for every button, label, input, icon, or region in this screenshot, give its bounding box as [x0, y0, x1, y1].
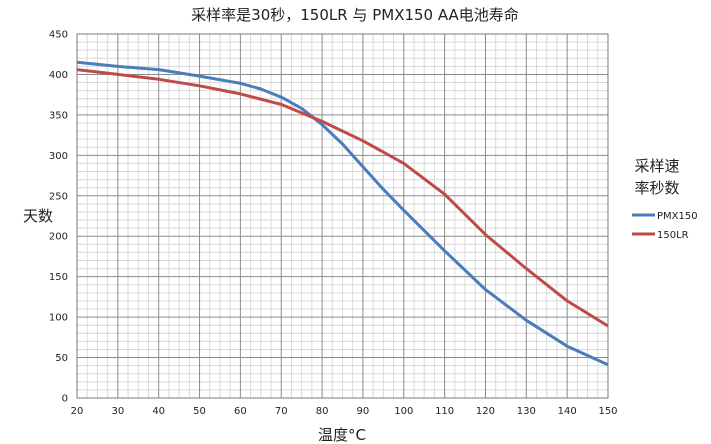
y-tick-label: 200	[49, 232, 68, 243]
legend-label-pmx150: PMX150	[657, 211, 698, 222]
series-line-pmx150	[76, 60, 609, 367]
x-tick-label: 100	[394, 406, 413, 417]
legend: 采样速 率秒数 PMX150 150LR	[632, 157, 698, 241]
plot-border	[76, 33, 609, 399]
chart-title: 采样率是30秒，150LR 与 PMX150 AA电池寿命	[191, 6, 519, 24]
x-tick-label: 110	[435, 406, 454, 417]
x-tick-label: 60	[234, 406, 247, 417]
series-lines	[76, 60, 609, 367]
y-tick-label: 0	[62, 394, 68, 405]
y-tick-label: 300	[49, 151, 68, 162]
x-tick-label: 30	[111, 406, 124, 417]
y-tick-label: 250	[49, 191, 68, 202]
legend-label-150lr: 150LR	[657, 230, 689, 241]
grid	[76, 33, 609, 399]
y-tick-label: 150	[49, 272, 68, 283]
x-tick-label: 50	[193, 406, 206, 417]
y-tick-label: 400	[49, 70, 68, 81]
legend-title-line-1: 采样速	[634, 157, 679, 175]
y-axis-title: 天数	[23, 207, 53, 225]
x-tick-label: 90	[357, 406, 370, 417]
x-tick-label: 120	[476, 406, 495, 417]
x-axis-title: 温度°C	[318, 426, 366, 444]
x-tick-label: 70	[275, 406, 288, 417]
legend-title-line-2: 率秒数	[634, 179, 679, 197]
y-tick-label: 450	[49, 30, 68, 41]
y-tick-label: 50	[55, 353, 68, 364]
y-tick-label: 100	[49, 313, 68, 324]
x-tick-label: 20	[71, 406, 84, 417]
x-tick-label: 140	[558, 406, 577, 417]
x-tick-label: 80	[316, 406, 329, 417]
x-tick-label: 130	[517, 406, 536, 417]
y-tick-label: 350	[49, 110, 68, 121]
x-tick-label: 40	[152, 406, 165, 417]
x-tick-label: 150	[598, 406, 617, 417]
y-tick-labels: 0 50 100 150 200 250 300 350 400 450	[49, 30, 68, 405]
x-tick-labels: 20 30 40 50 60 70 80 90 100 110 120 130 140 150	[71, 406, 618, 417]
series-line-150lr	[76, 68, 609, 328]
